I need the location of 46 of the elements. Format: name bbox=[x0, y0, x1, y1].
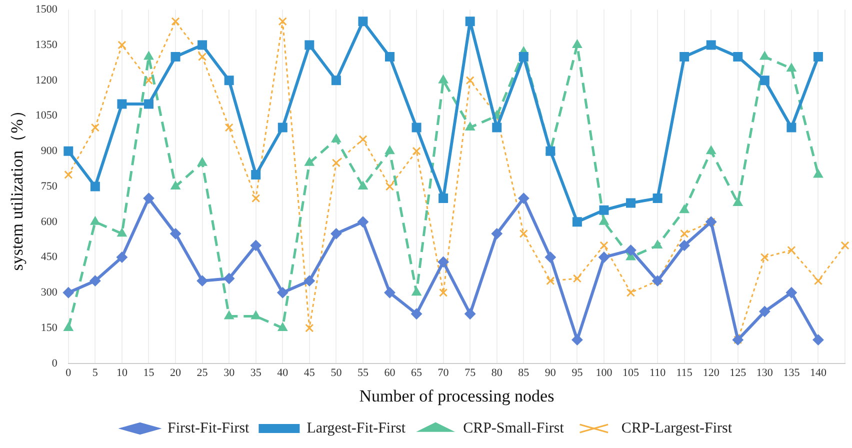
x-tick-label: 65 bbox=[411, 366, 423, 379]
x-tick-label: 135 bbox=[783, 366, 800, 379]
x-tick-label: 20 bbox=[170, 366, 182, 379]
x-tick-label: 100 bbox=[596, 366, 613, 379]
x-tick-label: 35 bbox=[250, 366, 262, 379]
x-tick-label: 105 bbox=[622, 366, 640, 379]
x-tick-label: 130 bbox=[756, 366, 774, 379]
x-tick-label: 110 bbox=[650, 366, 666, 379]
x-tick-label: 5 bbox=[92, 366, 98, 379]
x-tick-label: 125 bbox=[730, 366, 747, 379]
x-tick-label: 120 bbox=[702, 366, 720, 379]
x-tick-label: 25 bbox=[196, 366, 208, 379]
y-tick-label: 0 bbox=[52, 357, 58, 370]
y-tick-label: 1050 bbox=[35, 110, 58, 122]
y-tick-label: 750 bbox=[40, 180, 58, 192]
x-tick-label: 80 bbox=[491, 366, 503, 379]
x-tick-label: 90 bbox=[544, 366, 556, 379]
legend-label: First-Fit-First bbox=[168, 420, 250, 436]
x-axis-title: Number of processing nodes bbox=[359, 386, 554, 406]
x-tick-label: 40 bbox=[277, 366, 289, 379]
x-tick-label: 15 bbox=[143, 366, 155, 379]
legend-label: CRP-Small-First bbox=[463, 420, 565, 436]
y-tick-label: 600 bbox=[40, 216, 58, 228]
x-tick-label: 60 bbox=[384, 366, 396, 379]
x-tick-label: 30 bbox=[224, 366, 236, 379]
x-tick-label: 75 bbox=[464, 366, 476, 379]
y-tick-label: 1350 bbox=[35, 38, 58, 51]
x-tick-label: 95 bbox=[572, 366, 584, 379]
y-tick-label: 150 bbox=[40, 322, 58, 334]
y-axis-title: system utilization（%） bbox=[8, 102, 27, 271]
x-tick-label: 55 bbox=[357, 366, 369, 379]
x-tick-label: 50 bbox=[330, 366, 342, 379]
y-tick-label: 1500 bbox=[35, 3, 58, 16]
legend-label: CRP-Largest-First bbox=[621, 420, 733, 436]
x-tick-label: 115 bbox=[676, 366, 693, 379]
x-tick-label: 10 bbox=[116, 366, 128, 379]
x-tick-label: 70 bbox=[438, 366, 450, 379]
x-tick-label: 0 bbox=[66, 366, 72, 379]
x-tick-label: 85 bbox=[518, 366, 530, 379]
legend-label: Largest-Fit-First bbox=[306, 420, 406, 436]
y-tick-label: 900 bbox=[40, 145, 58, 158]
x-tick-label: 140 bbox=[810, 366, 827, 379]
x-tick-label: 45 bbox=[304, 366, 316, 379]
y-tick-label: 450 bbox=[40, 251, 58, 264]
y-tick-label: 300 bbox=[40, 286, 58, 299]
y-tick-label: 1200 bbox=[35, 74, 58, 86]
